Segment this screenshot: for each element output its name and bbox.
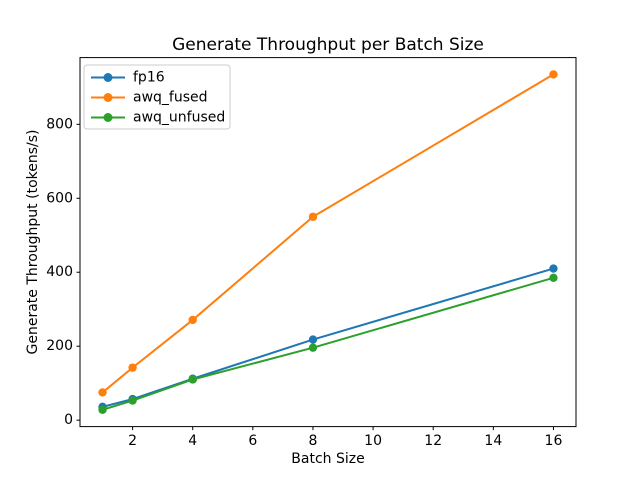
legend-label-fp16: fp16	[133, 70, 165, 86]
data-point-awq_unfused	[128, 396, 137, 405]
y-tick-label: 600	[46, 190, 73, 206]
legend-marker-awq_fused	[103, 93, 113, 102]
y-tick-label: 400	[46, 264, 73, 280]
x-tick-label: 4	[188, 433, 197, 449]
data-point-awq_unfused	[549, 273, 558, 282]
data-point-awq_fused	[128, 363, 137, 372]
data-point-fp16	[549, 264, 558, 273]
data-point-awq_unfused	[188, 375, 197, 384]
x-axis-ticks: 2 4 6 8 10 12 14 16	[128, 426, 563, 449]
legend-samples	[91, 73, 125, 122]
x-tick-label: 8	[309, 433, 318, 449]
series-line-awq_unfused	[101, 276, 555, 411]
data-point-awq_fused	[549, 70, 558, 79]
y-tick-label: 0	[64, 412, 73, 428]
legend-marker-awq_unfused	[103, 113, 113, 122]
data-point-awq_fused	[308, 212, 318, 221]
legend-label-awq-fused: awq_fused	[133, 90, 208, 106]
x-tick-label: 2	[128, 433, 137, 449]
y-axis-label: Generate Throughput (tokens/s)	[25, 130, 41, 355]
data-point-awq_unfused	[308, 343, 318, 352]
legend-box	[83, 64, 231, 130]
legend: fp16 awq_fused awq_unfused	[83, 64, 231, 130]
x-tick-label: 6	[248, 433, 257, 449]
axes-frame	[79, 57, 577, 428]
y-axis-ticks: 0 200 400 600 800	[46, 116, 80, 428]
data-point-awq_unfused	[98, 405, 107, 415]
x-axis-label: Batch Size	[291, 451, 364, 467]
x-tick-label: 12	[424, 433, 442, 449]
y-tick-label: 200	[46, 338, 73, 354]
y-tick-label: 800	[46, 116, 73, 132]
data-point-awq_fused	[188, 315, 197, 325]
x-tick-label: 10	[364, 433, 382, 449]
data-point-awq_fused	[98, 388, 107, 397]
legend-label-awq-unfused: awq_unfused	[133, 110, 225, 126]
x-tick-label: 16	[545, 433, 563, 449]
legend-marker-fp16	[103, 73, 113, 82]
data-point-fp16	[308, 335, 318, 344]
x-tick-label: 14	[484, 433, 502, 449]
series-layer	[98, 70, 558, 415]
chart-title: Generate Throughput per Batch Size	[172, 35, 484, 55]
